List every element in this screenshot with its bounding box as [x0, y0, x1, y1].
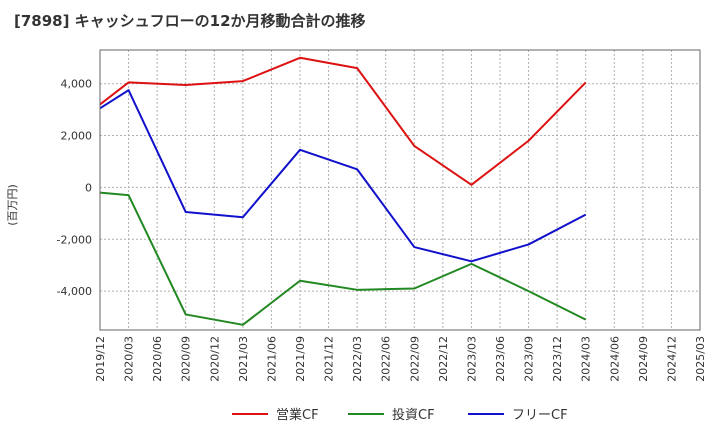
x-tick-label: 2020/06 [151, 336, 164, 382]
legend: 営業CF 投資CF フリーCF [232, 407, 568, 423]
plot-frame [99, 49, 701, 331]
legend-label: 営業CF [276, 407, 319, 423]
series-line-0 [99, 56, 587, 186]
x-tick-label: 2024/03 [580, 336, 593, 382]
grid-layer [99, 50, 701, 330]
x-tick-label: 2024/09 [637, 336, 650, 382]
legend-label: 投資CF [392, 407, 435, 423]
x-tick-label: 2022/03 [351, 336, 364, 382]
series-line-1 [99, 191, 587, 326]
x-tick-label: 2023/03 [465, 336, 478, 382]
x-tick-label: 2024/12 [665, 336, 678, 382]
legend-label: フリーCF [512, 408, 568, 423]
y-tick-label: -4,000 [57, 285, 92, 298]
y-tick-label: 0 [85, 181, 92, 194]
series-line-2 [99, 89, 587, 263]
x-tick-label: 2022/06 [380, 336, 393, 382]
x-tick-label: 2020/03 [123, 336, 136, 382]
y-tick-labels: -4,000 -2,000 0 2,000 4,000 [57, 78, 92, 298]
x-tick-label: 2020/12 [208, 336, 221, 382]
x-tick-label: 2022/09 [408, 336, 421, 382]
x-tick-label: 2023/06 [494, 336, 507, 382]
x-tick-label: 2025/03 [694, 336, 707, 382]
x-tick-label: 2021/06 [265, 336, 278, 382]
x-tick-label: 2021/03 [237, 336, 250, 382]
y-tick-label: 2,000 [61, 130, 93, 143]
x-tick-label: 2021/12 [323, 336, 336, 382]
y-tick-label: -2,000 [57, 233, 92, 246]
x-tick-label: 2019/12 [94, 336, 107, 382]
x-tick-label: 2023/09 [523, 336, 536, 382]
x-tick-labels: 2019/12 2020/03 2020/06 2020/09 2020/12 2021/… [94, 336, 707, 382]
x-tick-label: 2021/09 [294, 336, 307, 382]
x-tick-label: 2022/12 [437, 336, 450, 382]
x-tick-label: 2024/06 [608, 336, 621, 382]
x-tick-label: 2020/09 [180, 336, 193, 382]
y-tick-label: 4,000 [61, 78, 93, 91]
x-tick-label: 2023/12 [551, 336, 564, 382]
chart-title: [7898] キャッシュフローの12か月移動合計の推移 [14, 12, 366, 30]
series-layer [99, 56, 587, 326]
